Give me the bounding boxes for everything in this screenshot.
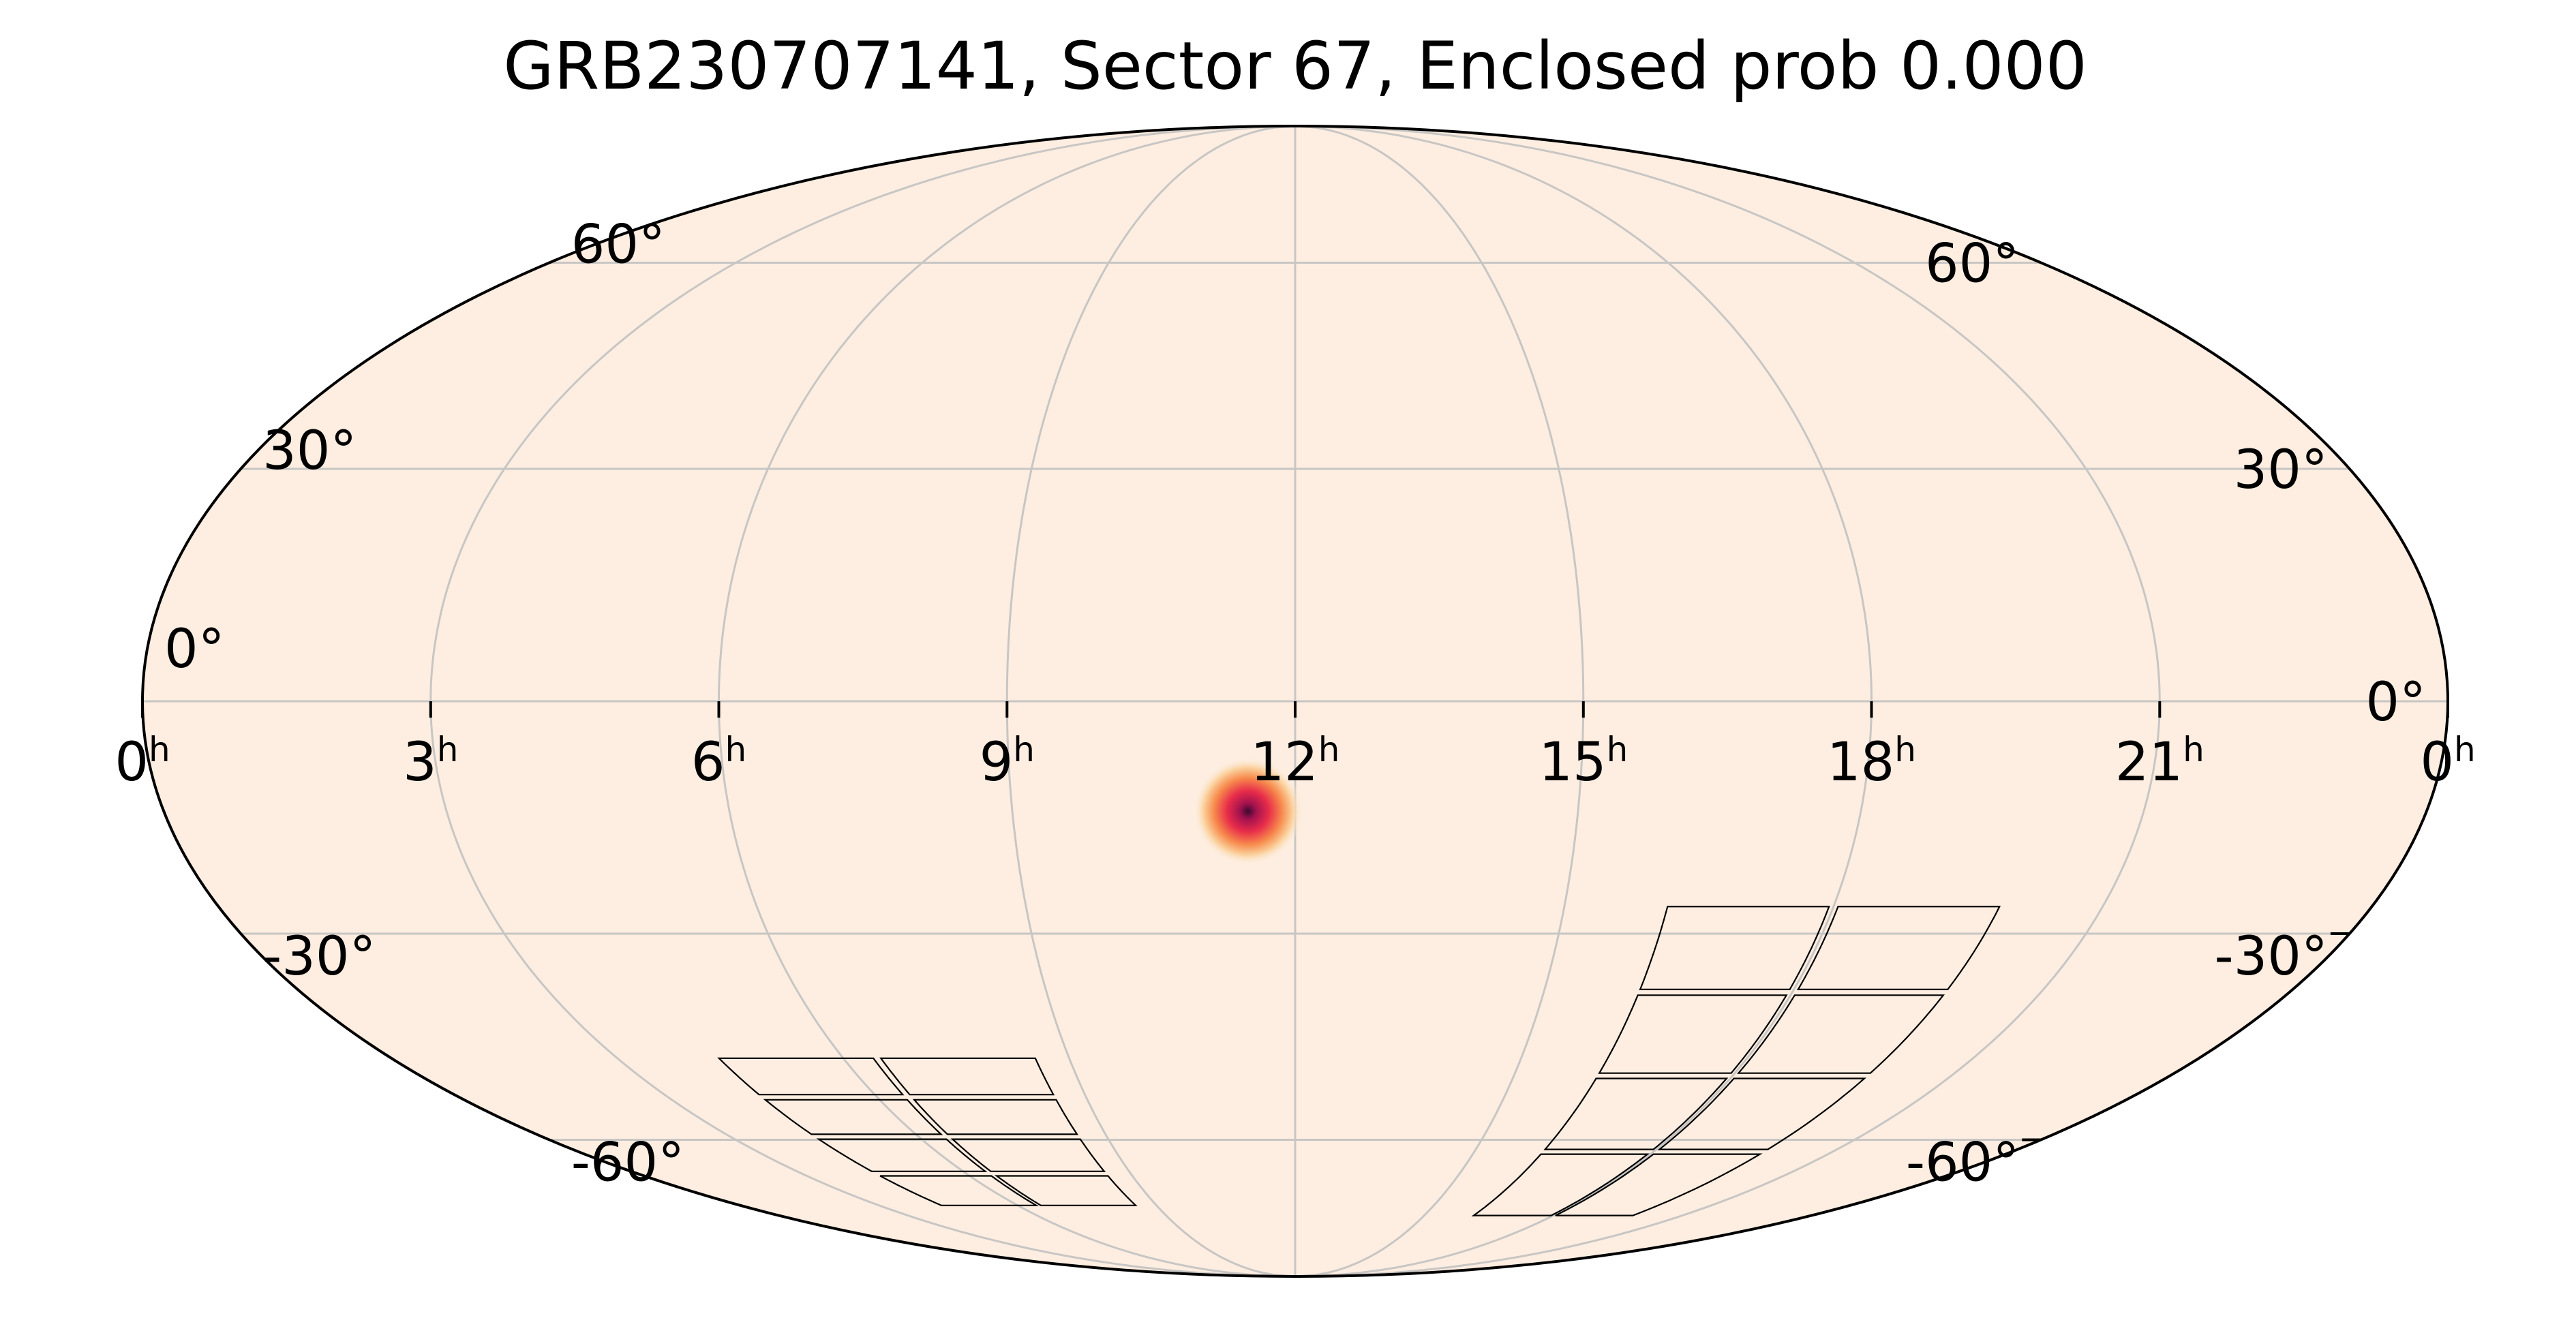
ra-tick-label: 6h xyxy=(691,730,746,793)
ra-tick-label: 15h xyxy=(1539,730,1628,793)
dec-tick-label-left: 30° xyxy=(2234,440,2328,501)
footprint-ccd xyxy=(763,1099,943,1135)
probability-peak xyxy=(1193,757,1303,865)
footprint-ccd xyxy=(1555,1153,1763,1216)
footprint-ccd xyxy=(1639,906,1830,990)
dec-tick-label-right: 0° xyxy=(164,619,225,680)
chart-title: GRB230707141, Sector 67, Enclosed prob 0… xyxy=(503,28,2087,104)
ra-tick-label: 12h xyxy=(1251,730,1340,793)
dec-tick-label-right: 60° xyxy=(571,215,665,276)
footprint-ccd xyxy=(717,1057,905,1096)
tess-footprint xyxy=(717,906,2001,1216)
footprint-ccd xyxy=(1543,1077,1729,1150)
ra-tick-label: 3h xyxy=(403,730,458,793)
ra-tick-label: 9h xyxy=(980,730,1035,793)
footprint-ccd xyxy=(950,1138,1106,1172)
footprint-ccd xyxy=(1737,994,1945,1074)
dec-tick-label-left: -30° xyxy=(2214,926,2327,987)
dec-tick-label-left: 0° xyxy=(2365,672,2426,733)
dec-tick-label-right: -30° xyxy=(262,926,376,987)
footprint-ccd xyxy=(1598,994,1788,1074)
footprint-ccd xyxy=(879,1057,1055,1096)
dec-tick-label-left: -60° xyxy=(1906,1133,2019,1194)
footprint-ccd xyxy=(994,1175,1138,1206)
ra-tick-labels: 0h 21h 18h 15h 12h 9h 6h 3h 0h xyxy=(115,730,2475,793)
footprint-ccd xyxy=(1796,906,2001,990)
dec-tick-label-right: 30° xyxy=(262,420,357,482)
dec-tick-labels: 60° 30° 0° -30° -60° 60° 30° 0° -30° -60° xyxy=(164,215,2426,1194)
ra-tick-label: 18h xyxy=(1827,730,1916,793)
probability-heatmap xyxy=(1193,757,1303,865)
tick-marks xyxy=(141,701,2449,1141)
ra-tick-label: 21h xyxy=(2115,730,2204,793)
dec-tick-label-right: -60° xyxy=(571,1133,684,1194)
footprint-ccd xyxy=(816,1138,988,1172)
dec-tick-label-left: 60° xyxy=(1925,234,2019,295)
footprint-ccd xyxy=(1471,1153,1650,1216)
footprint-ccd xyxy=(879,1175,1040,1206)
footprint-ccd xyxy=(912,1099,1079,1135)
ra-tick-label: 0h xyxy=(2420,730,2475,793)
footprint-ccd xyxy=(1657,1077,1867,1150)
ra-tick-label: 0h xyxy=(115,730,170,793)
